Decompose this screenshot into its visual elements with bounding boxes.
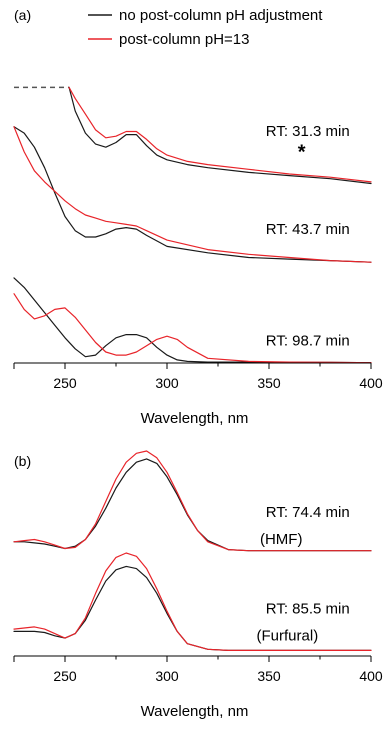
legend-label: no post-column pH adjustment bbox=[119, 7, 323, 24]
annotation-label: RT: 98.7 min bbox=[266, 333, 350, 350]
annotation-label: RT: 31.3 min bbox=[266, 123, 350, 140]
x-tick-label: 400 bbox=[359, 375, 383, 391]
panel-b-axes: 250 300 350 400 Wavelength, nm bbox=[13, 655, 383, 720]
trace-rt-74-4-post-column-ph-13 bbox=[13, 450, 372, 552]
panel-a: 250 300 350 400 Wavelength, nm (a) RT: 31.3 m… bbox=[13, 7, 383, 427]
x-tick-label: 250 bbox=[53, 375, 77, 391]
panel-label: (a) bbox=[14, 7, 31, 23]
annotation-label: (Furfural) bbox=[257, 627, 319, 644]
trace-rt-31-3-no-post-column-ph-adjustment bbox=[68, 86, 372, 185]
panel-b-labels: (b) RT: 74.4 min (HMF) RT: 85.5 min (Furfura… bbox=[14, 453, 350, 644]
trace-rt-43-7-no-post-column-ph-adjustment bbox=[13, 126, 372, 263]
annotation-label: RT: 85.5 min bbox=[266, 600, 350, 617]
x-tick-label: 400 bbox=[359, 668, 383, 684]
annotation-label: RT: 74.4 min bbox=[266, 504, 350, 521]
x-tick-label: 350 bbox=[257, 375, 281, 391]
trace-rt-85-5-post-column-ph-13 bbox=[13, 552, 372, 652]
legend-label: post-column pH=13 bbox=[119, 31, 250, 48]
panel-label: (b) bbox=[14, 453, 31, 469]
trace-rt-98-7-no-post-column-ph-adjustment bbox=[13, 277, 372, 364]
panel-b-traces bbox=[13, 450, 372, 652]
x-tick-label: 250 bbox=[53, 668, 77, 684]
x-tick-label: 300 bbox=[155, 668, 179, 684]
legend: no post-column pH adjustment post-column … bbox=[88, 7, 323, 48]
annotation-label: (HMF) bbox=[260, 531, 302, 548]
trace-rt-31-3-post-column-ph-13 bbox=[68, 86, 372, 183]
x-tick-label: 300 bbox=[155, 375, 179, 391]
panel-a-traces bbox=[13, 86, 372, 364]
panel-a-labels: (a) RT: 31.3 min* RT: 43.7 min RT: 98.7 min… bbox=[14, 7, 350, 350]
panel-b: 250 300 350 400 Wavelength, nm (b) RT: 74.4 m… bbox=[13, 450, 383, 720]
annotation-label: RT: 43.7 min bbox=[266, 221, 350, 238]
trace-rt-98-7-post-column-ph-13 bbox=[13, 293, 372, 364]
x-axis-title: Wavelength, nm bbox=[141, 703, 249, 720]
x-axis-title: Wavelength, nm bbox=[141, 410, 249, 427]
trace-rt-43-7-post-column-ph-13 bbox=[13, 126, 372, 263]
annotation-asterisk: * bbox=[298, 141, 306, 163]
x-tick-label: 350 bbox=[257, 668, 281, 684]
panel-a-axes: 250 300 350 400 Wavelength, nm bbox=[13, 362, 383, 427]
